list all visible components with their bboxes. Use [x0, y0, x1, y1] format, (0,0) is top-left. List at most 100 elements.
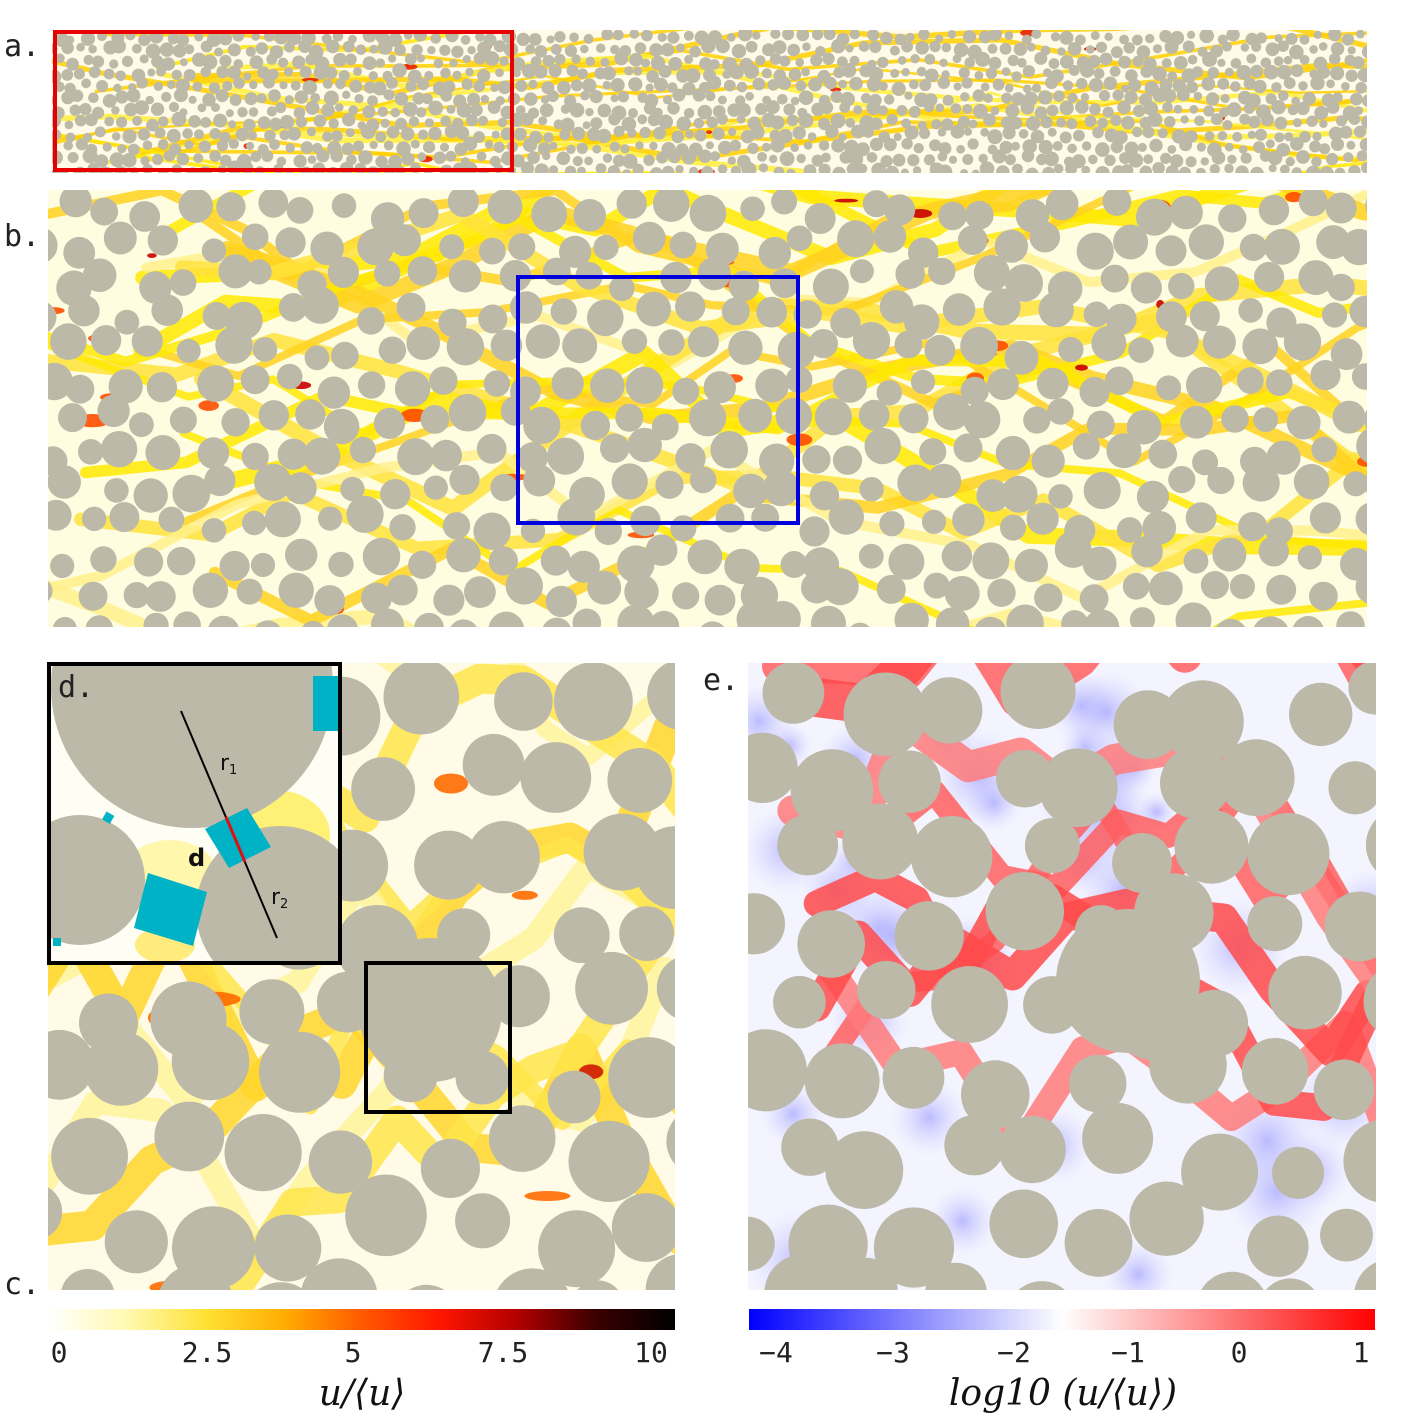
grain — [1356, 150, 1367, 162]
grain — [48, 1029, 95, 1100]
grain — [258, 190, 289, 218]
grain — [284, 41, 295, 53]
grain — [709, 151, 721, 162]
grain — [779, 55, 791, 67]
grain — [515, 105, 526, 115]
grain — [652, 190, 690, 222]
grain — [322, 131, 333, 142]
grain — [124, 102, 138, 117]
grain — [1062, 80, 1074, 91]
grain — [1204, 266, 1240, 301]
grain — [94, 126, 106, 138]
grain — [660, 43, 675, 57]
grain — [873, 1207, 955, 1288]
grain — [331, 130, 343, 142]
grain — [1410, 1033, 1417, 1111]
grain — [622, 169, 632, 173]
grain — [842, 803, 919, 880]
grain — [1129, 607, 1155, 627]
grain — [1364, 409, 1367, 430]
grain — [557, 497, 596, 536]
grain — [310, 231, 344, 266]
grain — [388, 32, 403, 48]
grain — [1247, 1215, 1309, 1277]
grain — [200, 117, 212, 128]
grain — [278, 57, 289, 68]
grain — [1152, 44, 1162, 54]
grain — [83, 54, 94, 66]
grain — [1091, 325, 1127, 361]
grain — [833, 1257, 898, 1290]
grain — [862, 126, 874, 138]
grain — [361, 582, 392, 614]
grain — [996, 165, 1010, 173]
grain — [716, 113, 728, 125]
grain — [978, 173, 992, 187]
grain — [1258, 536, 1290, 567]
grain — [823, 30, 836, 41]
grain — [828, 499, 864, 535]
grain — [866, 100, 881, 116]
grain — [1332, 400, 1366, 434]
grain — [430, 33, 442, 44]
grain — [1341, 228, 1367, 266]
grain — [1186, 366, 1223, 404]
grain — [178, 190, 213, 223]
grain — [412, 92, 425, 105]
grain — [1238, 145, 1248, 154]
grain — [285, 538, 318, 572]
grain — [1025, 116, 1041, 131]
grain — [369, 44, 379, 54]
grain — [917, 120, 927, 130]
grain — [924, 53, 936, 65]
grain — [129, 412, 154, 438]
grain — [1203, 105, 1215, 117]
grain — [305, 100, 320, 115]
grain — [783, 177, 793, 187]
grain — [769, 53, 782, 65]
grain — [310, 93, 321, 103]
grain — [1116, 517, 1143, 543]
grain — [667, 31, 680, 44]
grain — [1404, 755, 1417, 813]
grain — [131, 325, 163, 357]
grain — [490, 83, 499, 93]
grain — [1240, 152, 1252, 164]
grain — [892, 153, 906, 167]
grain — [669, 231, 697, 259]
grain — [857, 163, 868, 173]
grain — [198, 140, 211, 153]
grain — [202, 93, 216, 107]
grain — [790, 96, 800, 106]
grain — [608, 113, 621, 126]
grain — [1355, 503, 1367, 535]
grain — [327, 256, 359, 288]
grain — [884, 194, 916, 226]
grain — [313, 114, 327, 128]
grain — [237, 107, 248, 118]
grain — [505, 567, 543, 605]
grain — [916, 66, 927, 77]
grain — [545, 179, 555, 189]
grain — [770, 138, 785, 153]
panel-b-grains — [48, 190, 1407, 627]
grain — [95, 181, 105, 191]
grain — [249, 55, 264, 70]
grain — [279, 81, 288, 90]
grain — [882, 1046, 945, 1109]
grain — [962, 104, 973, 114]
grain — [1364, 473, 1367, 494]
grain — [1229, 573, 1255, 600]
grain — [219, 54, 232, 67]
grain — [1205, 92, 1220, 106]
grain — [1207, 67, 1220, 79]
grain — [1081, 165, 1091, 173]
grain — [1379, 540, 1407, 568]
grain — [960, 376, 989, 405]
grain — [569, 102, 585, 118]
grain — [950, 103, 962, 114]
grain — [1067, 143, 1077, 154]
grain — [1029, 221, 1061, 253]
grain — [987, 578, 1016, 607]
grain — [1000, 475, 1038, 513]
